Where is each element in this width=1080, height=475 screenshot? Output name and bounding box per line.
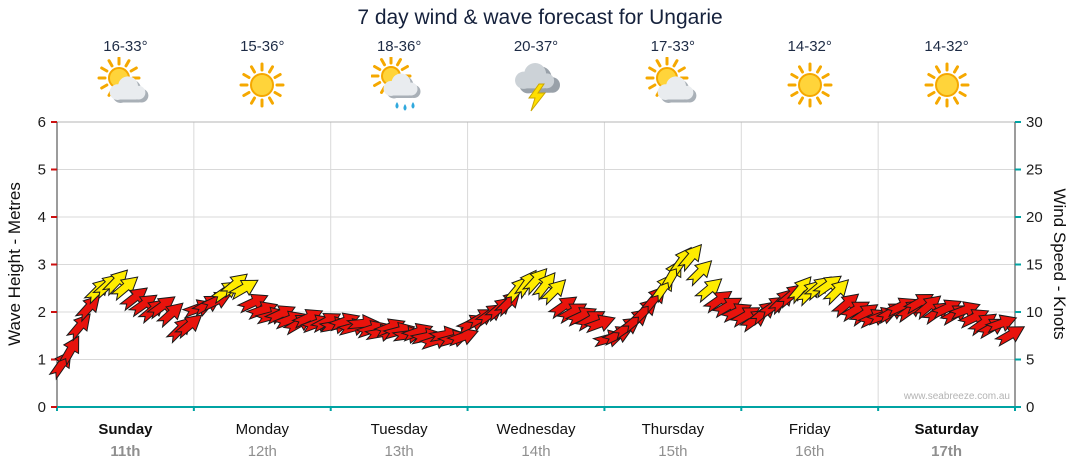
day-date: 17th — [931, 443, 962, 460]
right-tick-label: 5 — [1026, 352, 1034, 369]
day-name: Thursday — [641, 421, 705, 438]
left-tick-label: 0 — [38, 399, 46, 416]
wind-arrow — [58, 335, 80, 367]
right-axis-title: Wind Speed - Knots — [1050, 188, 1069, 340]
page-title: 7 day wind & wave forecast for Ungarie — [357, 6, 723, 29]
temperature-range: 16-33° — [103, 38, 148, 55]
day-footer: Thursday 15th — [604, 421, 741, 460]
wind-arrow — [582, 314, 616, 334]
day-header: 17-33° — [604, 38, 741, 113]
wind-arrow — [74, 294, 101, 323]
day-name: Wednesday — [496, 421, 576, 438]
wind-arrow — [984, 314, 1018, 334]
day-footer: Monday 12th — [194, 421, 331, 460]
temperature-range: 15-36° — [240, 38, 285, 55]
temperature-range: 20-37° — [513, 38, 559, 55]
right-tick-label: 25 — [1026, 162, 1043, 179]
right-tick-label: 15 — [1026, 257, 1043, 274]
wind-arrow — [539, 279, 567, 306]
day-name: Monday — [235, 421, 289, 438]
wind-arrow — [685, 260, 713, 287]
right-tick-label: 20 — [1026, 209, 1043, 226]
day-footer: Tuesday 13th — [331, 421, 468, 460]
left-tick-label: 4 — [38, 209, 46, 226]
left-tick-label: 1 — [38, 352, 46, 369]
left-axis-title: Wave Height - Metres — [5, 182, 24, 346]
left-tick-label: 3 — [38, 257, 46, 274]
sun-cloud-rain-icon — [370, 55, 427, 113]
day-headers: 16-33° 15-36° 18-36° 20-37° 17-33° 14-32… — [57, 38, 1015, 113]
right-tick-label: 10 — [1026, 304, 1043, 321]
day-name: Friday — [788, 421, 831, 438]
wind-arrow — [65, 313, 91, 342]
day-header: 15-36° — [194, 38, 331, 113]
right-tick-label: 30 — [1026, 114, 1043, 131]
day-footer: Friday 16th — [741, 421, 878, 460]
day-date: 13th — [384, 443, 414, 460]
day-name: Sunday — [98, 421, 153, 438]
day-footer: Saturday 17th — [878, 421, 1015, 460]
day-date: 11th — [110, 443, 141, 460]
sun-icon — [919, 57, 975, 113]
left-tick-label: 6 — [38, 114, 46, 131]
day-footer: Wednesday 14th — [468, 421, 605, 460]
day-footers: Sunday 11th Monday 12th Tuesday 13th Wed… — [57, 421, 1015, 460]
watermark: www.seabreeze.com.au — [903, 391, 1010, 402]
wind-arrow — [173, 314, 203, 340]
left-tick-label: 5 — [38, 162, 46, 179]
day-name: Tuesday — [370, 421, 428, 438]
sun-cloud-icon — [645, 56, 701, 113]
day-header: 14-32° — [878, 38, 1015, 113]
day-date: 12th — [247, 443, 277, 460]
day-header: 14-32° — [741, 38, 878, 113]
right-tick-label: 0 — [1026, 399, 1034, 416]
temperature-range: 14-32° — [787, 38, 832, 55]
day-header: 20-37° — [468, 38, 605, 113]
day-date: 16th — [795, 443, 825, 460]
wind-arrow — [677, 243, 703, 273]
wind-arrow — [155, 302, 184, 329]
sun-cloud-icon — [97, 56, 153, 113]
day-date: 15th — [658, 443, 688, 460]
day-header: 16-33° — [57, 38, 194, 113]
temperature-range: 17-33° — [650, 38, 696, 55]
left-tick-label: 2 — [38, 304, 46, 321]
sun-icon — [782, 57, 838, 113]
sun-icon — [234, 57, 290, 113]
day-header: 18-36° — [331, 38, 468, 113]
wind-arrow — [227, 279, 259, 301]
day-footer: Sunday 11th — [57, 421, 194, 460]
day-date: 14th — [521, 443, 551, 460]
day-name: Saturday — [914, 421, 979, 438]
storm-icon — [508, 57, 564, 113]
wind-arrow — [993, 326, 1026, 347]
temperature-range: 18-36° — [376, 38, 422, 55]
temperature-range: 14-32° — [924, 38, 969, 55]
